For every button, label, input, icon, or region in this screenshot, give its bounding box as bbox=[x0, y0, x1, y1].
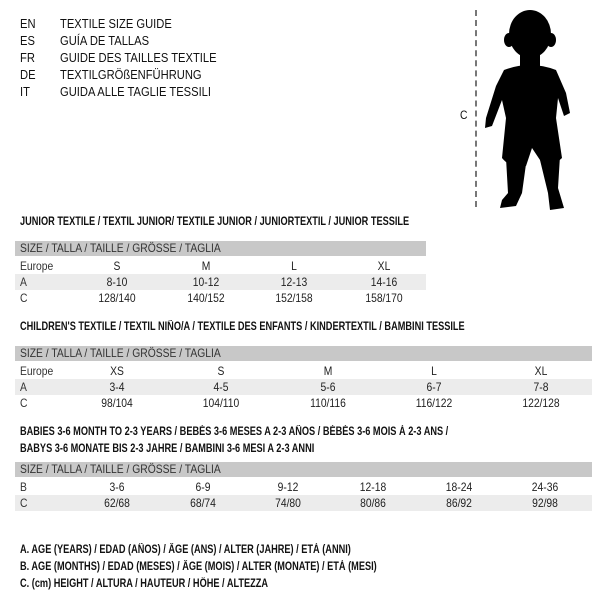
table-cell: 98/104 bbox=[101, 396, 133, 410]
table-cell: 12-13 bbox=[280, 275, 308, 289]
table-cell: S bbox=[113, 259, 121, 273]
table-cell: 9-12 bbox=[277, 480, 299, 494]
table-cell: M bbox=[323, 364, 333, 378]
table-cell: 3-4 bbox=[109, 380, 125, 394]
size-header-label: SIZE / TALLA / TAILLE / GRÖSSE / TAGLIA bbox=[20, 346, 221, 360]
table-cell: 6-9 bbox=[195, 480, 211, 494]
table-cell: XL bbox=[377, 259, 391, 273]
table-cell: L bbox=[291, 259, 297, 273]
table-title: BABIES 3-6 MONTH TO 2-3 YEARS / BEBÉS 3-… bbox=[20, 426, 449, 438]
table-cell: 3-6 bbox=[109, 480, 125, 494]
row-label: B bbox=[20, 480, 27, 494]
language-code: EN bbox=[20, 16, 36, 31]
table-cell: 62/68 bbox=[104, 496, 130, 510]
table-cell: XS bbox=[110, 364, 124, 378]
language-code: DE bbox=[20, 67, 36, 82]
row-label: A bbox=[20, 275, 27, 289]
table-cell: 10-12 bbox=[192, 275, 220, 289]
guide-title: TEXTILE SIZE GUIDE bbox=[60, 16, 172, 31]
table-cell: M bbox=[201, 259, 211, 273]
table-cell: 7-8 bbox=[533, 380, 549, 394]
table-cell: 128/140 bbox=[98, 291, 136, 305]
size-header-row: SIZE / TALLA / TAILLE / GRÖSSE / TAGLIA bbox=[15, 241, 426, 256]
language-code: IT bbox=[20, 84, 30, 99]
table-row: B 3-6 6-9 9-12 12-18 18-24 24-36 bbox=[15, 479, 592, 495]
table-cell: S bbox=[217, 364, 225, 378]
size-header-row: SIZE / TALLA / TAILLE / GRÖSSE / TAGLIA bbox=[15, 346, 592, 361]
table-cell: L bbox=[431, 364, 437, 378]
table-title: JUNIOR TEXTILE / TEXTIL JUNIOR/ TEXTILE … bbox=[20, 216, 410, 228]
child-silhouette-icon bbox=[485, 10, 570, 210]
table-cell: 18-24 bbox=[445, 480, 473, 494]
size-header-label: SIZE / TALLA / TAILLE / GRÖSSE / TAGLIA bbox=[20, 241, 221, 255]
table-cell: XL bbox=[534, 364, 548, 378]
table-cell: 152/158 bbox=[275, 291, 313, 305]
row-label: Europe bbox=[20, 364, 54, 378]
row-label: C bbox=[20, 396, 28, 410]
table-cell: 14-16 bbox=[370, 275, 398, 289]
table-cell: 110/116 bbox=[310, 396, 346, 410]
language-code: ES bbox=[20, 33, 35, 48]
height-measure-line bbox=[475, 10, 477, 207]
table-cell: 8-10 bbox=[106, 275, 128, 289]
table-row: A 8-10 10-12 12-13 14-16 bbox=[15, 274, 426, 290]
table-cell: 122/128 bbox=[522, 396, 560, 410]
table-row: C 128/140 140/152 152/158 158/170 bbox=[15, 290, 426, 306]
guide-title: GUÍA DE TALLAS bbox=[60, 33, 150, 48]
table-cell: 24-36 bbox=[531, 480, 559, 494]
row-label: C bbox=[20, 291, 28, 305]
table-cell: 140/152 bbox=[187, 291, 225, 305]
legend-line: B. AGE (MONTHS) / EDAD (MESES) / ÂGE (MO… bbox=[20, 561, 377, 573]
table-row: C 98/104 104/110 110/116 116/122 122/128 bbox=[15, 395, 592, 411]
table-cell: 4-5 bbox=[213, 380, 229, 394]
table-cell: 158/170 bbox=[365, 291, 403, 305]
size-header-row: SIZE / TALLA / TAILLE / GRÖSSE / TAGLIA bbox=[15, 462, 592, 477]
table-title: CHILDREN'S TEXTILE / TEXTIL NIÑO/A / TEX… bbox=[20, 321, 465, 333]
table-cell: 92/98 bbox=[532, 496, 558, 510]
row-label: C bbox=[20, 496, 28, 510]
guide-title: GUIDA ALLE TAGLIE TESSILI bbox=[60, 84, 212, 99]
row-label: A bbox=[20, 380, 27, 394]
language-code: FR bbox=[20, 50, 35, 65]
table-cell: 116/122 bbox=[415, 396, 453, 410]
row-label: Europe bbox=[20, 259, 54, 273]
legend-line: A. AGE (YEARS) / EDAD (AÑOS) / ÂGE (ANS)… bbox=[20, 544, 351, 556]
table-cell: 12-18 bbox=[359, 480, 387, 494]
table-cell: 6-7 bbox=[426, 380, 442, 394]
table-row: Europe XS S M L XL bbox=[15, 363, 592, 379]
guide-title: TEXTILGRÖßENFÜHRUNG bbox=[60, 67, 202, 82]
table-cell: 5-6 bbox=[320, 380, 336, 394]
table-cell: 74/80 bbox=[275, 496, 301, 510]
table-row: A 3-4 4-5 5-6 6-7 7-8 bbox=[15, 379, 592, 395]
size-header-label: SIZE / TALLA / TAILLE / GRÖSSE / TAGLIA bbox=[20, 462, 221, 476]
table-cell: 86/92 bbox=[446, 496, 472, 510]
table-cell: 104/110 bbox=[202, 396, 240, 410]
table-title-line2: BABYS 3-6 MONATE BIS 2-3 JAHRE / BAMBINI… bbox=[20, 443, 315, 455]
table-cell: 68/74 bbox=[190, 496, 216, 510]
table-row: C 62/68 68/74 74/80 80/86 86/92 92/98 bbox=[15, 495, 592, 511]
measure-label: C bbox=[460, 108, 468, 122]
table-cell: 80/86 bbox=[360, 496, 386, 510]
guide-title: GUIDE DES TAILLES TEXTILE bbox=[60, 50, 217, 65]
table-row: Europe S M L XL bbox=[15, 258, 426, 274]
legend-line: C. (cm) HEIGHT / ALTURA / HAUTEUR / HÖHE… bbox=[20, 578, 269, 590]
